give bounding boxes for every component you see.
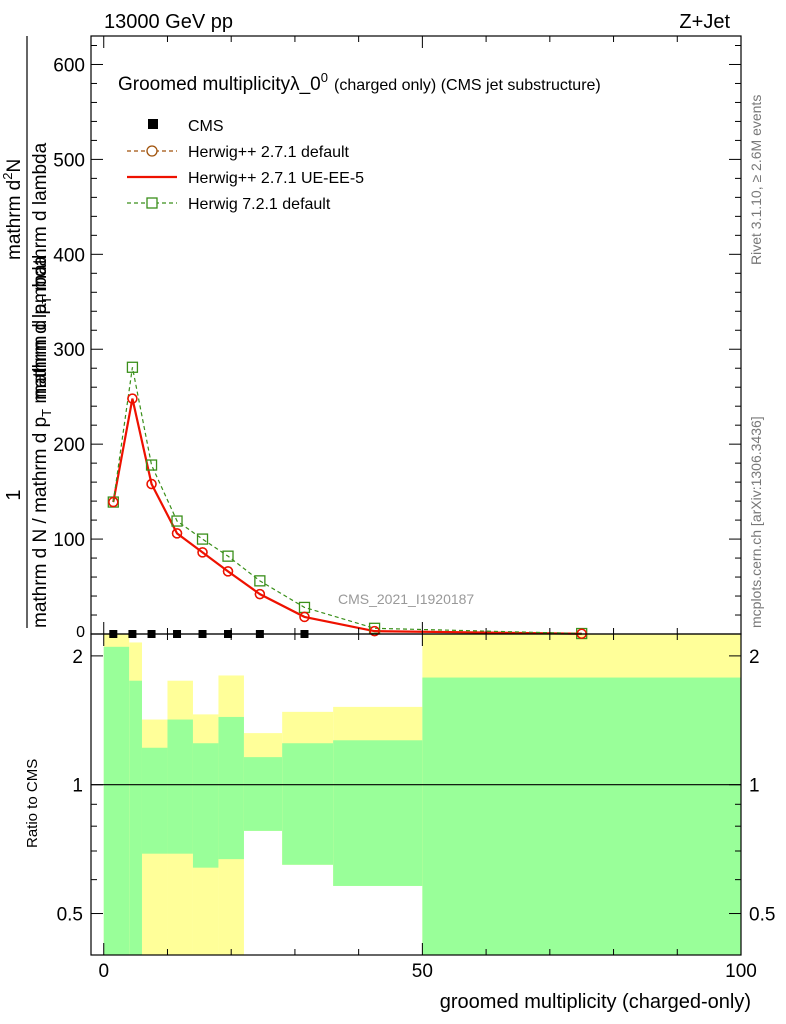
ratio-tick-label-left-0: 0.5: [57, 905, 83, 926]
title-suffix: (charged only) (CMS jet substructure): [334, 77, 601, 94]
ratio-tick-label-left-1: 1: [72, 776, 83, 797]
legend-entry-1: Herwig++ 2.7.1 default: [127, 144, 350, 161]
y-tick-label-1: 200: [53, 435, 85, 456]
ylabel-left: mathrm d N / mathrm d pT mathrm d lambda: [30, 255, 54, 628]
series-line-2: [112, 367, 582, 635]
ratio-band-green-3: [167, 719, 193, 854]
ratio-band-green-7: [282, 743, 334, 865]
legend-label-0: CMS: [188, 118, 224, 135]
ratio-band-green-1: [129, 680, 142, 955]
ue-marker-5: [222, 566, 234, 577]
ratio-band-green-5: [218, 716, 244, 860]
series-2-point-8: [368, 622, 381, 634]
legend-label-3: Herwig 7.2.1 default: [188, 196, 331, 213]
ue-marker-8: [369, 625, 380, 637]
ratio-band-green-8: [333, 740, 423, 886]
ratio-axis-label: Ratio to CMS: [24, 759, 41, 848]
x-tick-label-2: 100: [725, 961, 757, 982]
legend-entry-0: CMS: [148, 118, 224, 135]
axes-layer: 0 50 100 100 200 300 400 500 600 0 0.5 0.5 1 1 2 2: [53, 35, 775, 982]
legend-entry-3: Herwig 7.2.1 default: [127, 196, 331, 213]
legend-marker-1: [146, 145, 158, 157]
series-2-point-6: [254, 575, 266, 587]
ue-marker-3: [171, 528, 183, 539]
y-tick-label-zero: 0: [76, 624, 85, 641]
ratio-band-green-9: [422, 677, 741, 955]
ratio-band-green-0: [103, 646, 130, 955]
legend-label-1: Herwig++ 2.7.1 default: [188, 144, 350, 161]
ratio-band-green-2: [141, 747, 168, 854]
ratio-tick-label-left-2: 2: [72, 647, 83, 668]
chart-title: Groomed multiplicityλ_00 (charged only) (…: [118, 70, 601, 95]
series-2-point-3: [171, 515, 183, 527]
title-sup: 0: [321, 70, 328, 85]
ratio-tick-label-right-0: 0.5: [749, 905, 775, 926]
ratio-band-green-4: [192, 743, 219, 868]
ue-marker-1: [127, 393, 138, 404]
y-tick-label-2: 300: [53, 340, 85, 361]
ratio-tick-label-right-2: 2: [749, 647, 760, 668]
ratio-bands: [91, 634, 741, 955]
header-right: Z+Jet: [679, 11, 730, 33]
analysis-watermark: CMS_2021_I1920187: [338, 591, 474, 607]
mcplots-label: mcplots.cern.ch [arXiv:1306.3436]: [748, 416, 764, 628]
legend-marker-3: [146, 197, 158, 209]
legend-label-2: Herwig++ 2.7.1 UE-EE-5: [188, 170, 364, 187]
ylabel-right-den: mathrm d pT mathrm d lambda: [30, 142, 54, 400]
series-2-point-5: [222, 550, 234, 562]
ue-marker-0: [108, 496, 119, 508]
y-tick-label-5: 600: [53, 55, 85, 76]
series-2-point-1: [126, 361, 139, 373]
ue-marker-2: [146, 478, 157, 490]
y-tick-label-4: 500: [53, 150, 85, 171]
y-tick-label-0: 100: [53, 530, 85, 551]
title-main: Groomed multiplicity: [118, 74, 291, 95]
ratio-tick-label-right-1: 1: [749, 776, 760, 797]
header-left: 13000 GeV pp: [104, 11, 233, 33]
ratio-frame: [90, 633, 742, 956]
series-2-point-4: [196, 533, 209, 545]
rivet-label: Rivet 3.1.10, ≥ 2.6M events: [748, 95, 764, 265]
y-axis-label: 1 mathrm d N / mathrm d pT mathrm d lamb…: [0, 36, 54, 628]
x-tick-label-0: 0: [98, 961, 109, 982]
y-tick-label-3: 400: [53, 245, 85, 266]
ylabel-right-num: mathrm d2N: [0, 159, 25, 260]
x-axis-label: groomed multiplicity (charged-only): [440, 991, 751, 1013]
series-line-1: [112, 398, 582, 635]
ue-marker-6: [254, 588, 266, 600]
legend-entry-2: Herwig++ 2.7.1 UE-EE-5: [127, 170, 364, 187]
x-tick-label-1: 50: [412, 961, 433, 982]
legend: CMS Herwig++ 2.7.1 default Herwig++ 2.7.1 …: [127, 118, 364, 213]
ylabel-one: 1: [3, 489, 25, 500]
ue-marker-7: [299, 611, 310, 623]
title-lambda: λ_0: [290, 74, 321, 95]
series-2-point-2: [145, 459, 158, 471]
ue-marker-4: [197, 547, 208, 558]
ratio-band-green-6: [243, 757, 283, 831]
legend-marker-0: [148, 119, 158, 129]
